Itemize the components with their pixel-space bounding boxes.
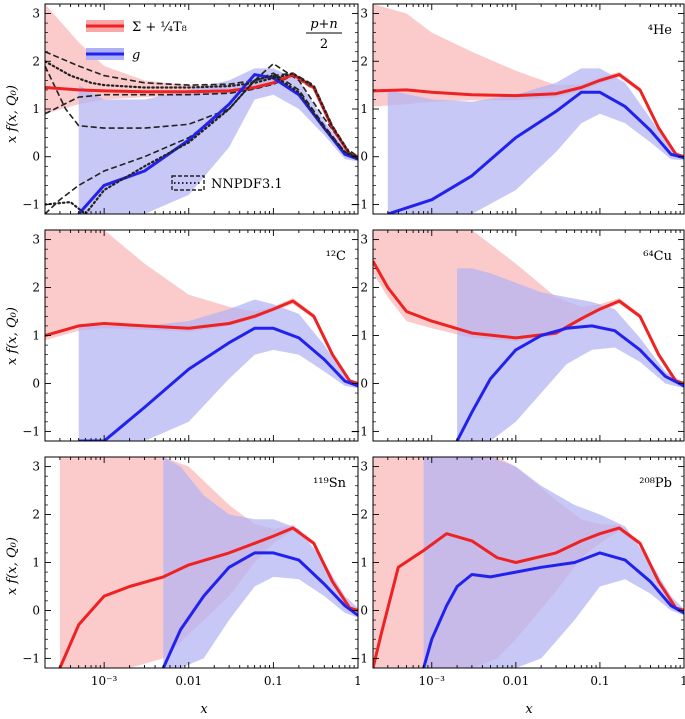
- y-tick-label: 0: [360, 603, 368, 617]
- uncertainty-band-g: [423, 457, 684, 668]
- legend-nnpdf-swatch: [171, 175, 205, 191]
- uncertainty-band-g: [387, 68, 684, 214]
- uncertainty-band-sigma: [45, 230, 358, 385]
- y-tick-label: 2: [360, 54, 368, 68]
- y-tick-label: 1: [360, 102, 368, 116]
- y-tick-label: −1: [22, 197, 40, 211]
- y-tick-label: 2: [360, 508, 368, 522]
- series-line-g: [77, 73, 358, 214]
- plot-area: [373, 4, 684, 214]
- uncertainty-band-g: [457, 268, 684, 441]
- y-tick-label: 0: [32, 376, 40, 390]
- y-tick-label: 2: [360, 281, 368, 295]
- y-tick-label: 0: [32, 603, 40, 617]
- y-tick-label: 1: [32, 102, 40, 116]
- x-tick-label: 10⁻³: [419, 674, 446, 688]
- y-tick-label: −1: [350, 197, 368, 211]
- x-tick-label: 0.1: [590, 674, 609, 688]
- series-line-sigma: [373, 73, 684, 159]
- plot-area: [45, 4, 358, 214]
- y-tick-label: 3: [360, 233, 368, 247]
- uncertainty-band-g: [78, 68, 358, 214]
- y-tick-label: 3: [32, 233, 40, 247]
- y-tick-label: 0: [360, 150, 368, 164]
- y-axis-label-bottom: x f(x, Q₀): [5, 537, 20, 595]
- y-tick-label: −1: [350, 651, 368, 665]
- y-tick-label: −1: [350, 424, 368, 438]
- uncertainty-band-sigma: [45, 4, 358, 159]
- x-tick-label: 0.1: [264, 674, 283, 688]
- axis-label-group: x f(x, Q₀) x f(x, Q₀) x f(x, Q₀) x x: [5, 85, 533, 717]
- series-line-g: [422, 551, 684, 668]
- series-line-sigma: [58, 526, 358, 668]
- plot-area: [58, 457, 358, 668]
- nnpdf-central-1: [45, 74, 358, 214]
- panel-label-denominator: 2: [320, 37, 328, 52]
- plot-area: [373, 230, 684, 441]
- y-tick-label: 3: [360, 460, 368, 474]
- panel-He4: −1 0 1 2 3 ⁴He: [350, 3, 685, 215]
- nnpdf-central-0: [45, 60, 358, 158]
- panel-Sn119: −1 0 1 2 3 10⁻³ 0.01 0.1 1 ¹¹⁹Sn: [22, 456, 362, 688]
- legend-nnpdf-label: NNPDF3.1: [211, 177, 283, 192]
- series-line-sigma: [373, 260, 684, 385]
- series-line-g: [161, 551, 358, 668]
- y-tick-label: 2: [32, 281, 40, 295]
- series-line-g: [455, 324, 684, 441]
- series-line-sigma: [373, 526, 684, 668]
- panel-label: ²⁰⁸Pb: [639, 476, 672, 491]
- y-tick-label: 2: [32, 508, 40, 522]
- panel-label: ¹¹⁹Sn: [313, 476, 347, 491]
- y-tick-label: 3: [360, 7, 368, 21]
- nnpdf-band-edge-2: [45, 62, 358, 158]
- y-axis-label-top: x f(x, Q₀): [5, 85, 20, 143]
- panel-Cu64: −1 0 1 2 3 ⁶⁴Cu: [350, 229, 685, 442]
- series-line-sigma: [45, 299, 358, 385]
- y-tick-label: 3: [32, 460, 40, 474]
- y-tick-label: 0: [32, 150, 40, 164]
- series-line-g: [387, 90, 684, 214]
- panel-label: p+n: [310, 17, 338, 32]
- y-tick-label: 1: [360, 556, 368, 570]
- legend: Σ + ¼T₈ g NNPDF3.1: [86, 20, 283, 192]
- legend-sigma-label: Σ + ¼T₈: [132, 20, 187, 35]
- y-tick-label: −1: [22, 424, 40, 438]
- x-axis-label-right: x: [525, 702, 533, 717]
- uncertainty-band-sigma: [373, 4, 684, 159]
- panel-C12: −1 0 1 2 3 ¹²C: [22, 229, 359, 442]
- y-tick-label: −1: [22, 651, 40, 665]
- series-line-g: [78, 326, 358, 441]
- plot-area: [373, 457, 684, 668]
- legend-g-label: g: [132, 48, 140, 63]
- y-tick-label: 1: [360, 329, 368, 343]
- x-tick-label: 1: [680, 674, 685, 688]
- y-tick-label: 3: [32, 7, 40, 21]
- y-tick-label: 1: [32, 556, 40, 570]
- nnpdf-band-edge-0: [45, 50, 358, 158]
- panel-label: ⁶⁴Cu: [643, 249, 672, 264]
- y-tick-label: 2: [32, 54, 40, 68]
- y-axis-label-mid: x f(x, Q₀): [5, 307, 20, 365]
- x-tick-label: 10⁻³: [91, 674, 118, 688]
- panel-Pb208: −1 0 1 2 3 10⁻³ 0.01 0.1 1 ²⁰⁸Pb: [350, 456, 685, 688]
- y-tick-label: 1: [32, 329, 40, 343]
- y-tick-label: 0: [360, 376, 368, 390]
- x-tick-label: 1: [354, 674, 362, 688]
- uncertainty-band-g: [163, 457, 358, 668]
- plot-area: [45, 230, 358, 441]
- x-tick-label: 0.01: [175, 674, 202, 688]
- panel-label: ⁴He: [648, 23, 673, 38]
- panel-label: ¹²C: [326, 249, 346, 264]
- nnpdf-band-edge-1: [45, 74, 358, 159]
- x-axis-label-left: x: [200, 702, 208, 717]
- panel-p+n/2: −1 0 1 2 3 p+n 2: [22, 3, 359, 215]
- panel-group: −10123p+n2−10123⁴He−10123¹²C−10123⁶⁴Cu−1…: [22, 3, 685, 688]
- x-tick-label: 0.01: [502, 674, 529, 688]
